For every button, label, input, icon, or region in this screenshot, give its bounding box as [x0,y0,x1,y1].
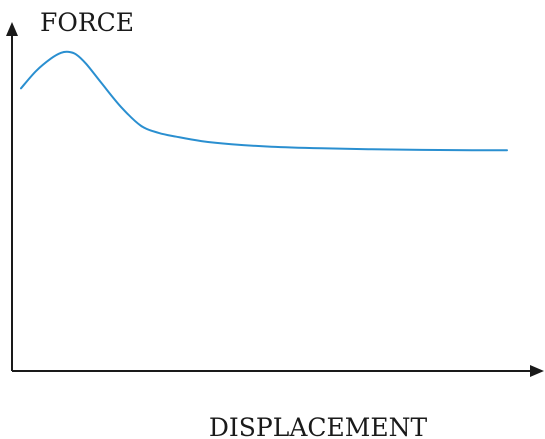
y-axis-label: FORCE [40,8,134,37]
x-axis-label: DISPLACEMENT [209,413,428,439]
y-axis-arrow [6,22,18,36]
series-line-0 [20,50,508,152]
series-layer [20,50,508,152]
x-axis-arrow [530,365,544,377]
axes [6,22,544,377]
